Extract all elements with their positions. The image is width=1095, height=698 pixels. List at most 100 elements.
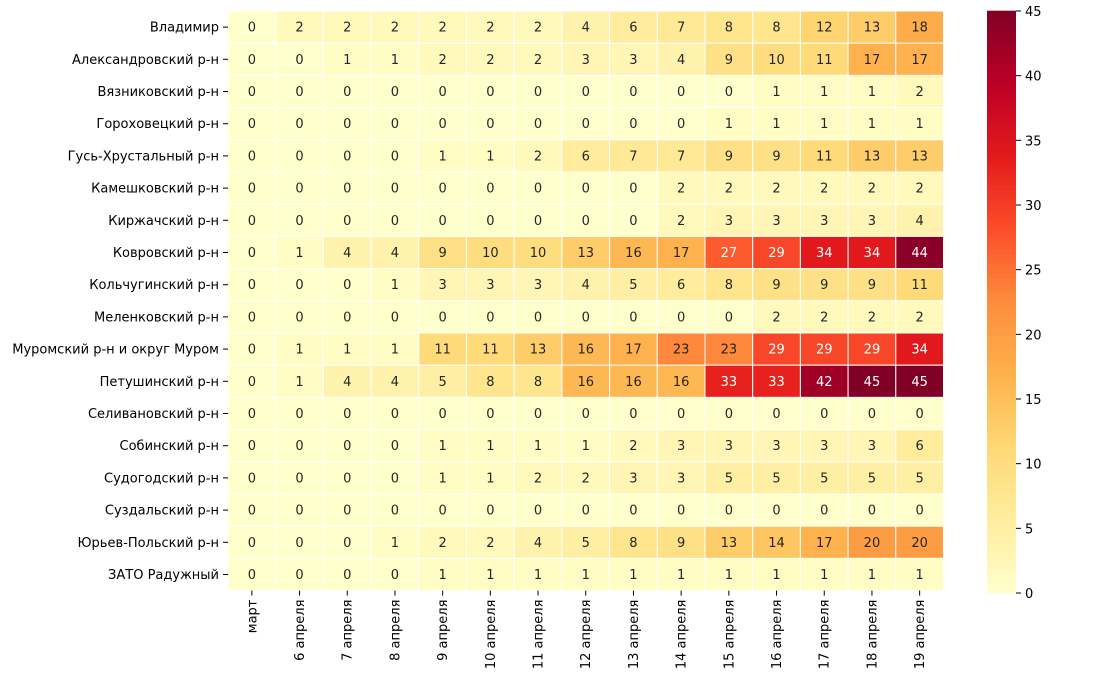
colorbar-segment bbox=[987, 131, 1016, 138]
cell-value-label: 0 bbox=[343, 182, 351, 197]
heatmap-cell bbox=[609, 268, 658, 302]
heatmap-cell bbox=[370, 461, 420, 495]
colorbar-segment bbox=[987, 102, 1016, 109]
y-tick-label: Суздальский р-н bbox=[105, 504, 219, 519]
cell-value-label: 33 bbox=[768, 375, 785, 390]
colorbar-segment bbox=[987, 321, 1016, 327]
heatmap-cell bbox=[752, 332, 801, 366]
cell-value-label: 1 bbox=[391, 536, 399, 551]
x-tick-label: 6 апреля bbox=[293, 600, 308, 661]
cell-value-label: 1 bbox=[868, 568, 876, 583]
colorbar-segment bbox=[987, 350, 1016, 356]
cell-value-label: 7 bbox=[677, 149, 685, 164]
cell-value-label: 3 bbox=[820, 439, 828, 454]
cell-value-label: 3 bbox=[677, 471, 685, 486]
cell-value-label: 0 bbox=[486, 182, 494, 197]
cell-value-label: 0 bbox=[343, 568, 351, 583]
cell-value-label: 0 bbox=[391, 504, 399, 519]
cell-value-label: 27 bbox=[721, 246, 738, 261]
heatmap-cell bbox=[609, 461, 658, 495]
cell-value-label: 1 bbox=[391, 343, 399, 358]
cell-value-label: 0 bbox=[534, 407, 542, 422]
heatmap-cell bbox=[847, 493, 897, 527]
cell-value-label: 1 bbox=[772, 85, 780, 100]
cell-value-label: 0 bbox=[486, 85, 494, 100]
y-tick-label: Судогодский р-н bbox=[104, 471, 219, 486]
x-tick-label: 9 апреля bbox=[436, 600, 451, 661]
heatmap-cell bbox=[466, 10, 515, 44]
cell-value-label: 0 bbox=[391, 85, 399, 100]
cell-value-label: 0 bbox=[248, 568, 256, 583]
cell-value-label: 1 bbox=[820, 117, 828, 132]
cell-value-label: 1 bbox=[391, 278, 399, 293]
cell-value-label: 1 bbox=[534, 439, 542, 454]
cell-value-label: 4 bbox=[677, 53, 685, 68]
cell-value-label: 9 bbox=[725, 149, 733, 164]
cell-value-label: 13 bbox=[864, 149, 881, 164]
heatmap-cell bbox=[513, 42, 563, 76]
colorbar-segment bbox=[987, 296, 1016, 303]
cell-value-label: 4 bbox=[534, 536, 542, 551]
colorbar-segment bbox=[987, 287, 1016, 293]
heatmap-cell bbox=[656, 107, 706, 141]
cell-value-label: 1 bbox=[725, 568, 733, 583]
colorbar-segment bbox=[987, 534, 1016, 540]
cell-value-label: 0 bbox=[486, 214, 494, 229]
cell-value-label: 0 bbox=[248, 214, 256, 229]
heatmap-cell bbox=[275, 10, 324, 44]
cell-value-label: 0 bbox=[582, 214, 590, 229]
heatmap-cell bbox=[752, 461, 801, 495]
cell-value-label: 0 bbox=[534, 504, 542, 519]
heatmap-cell bbox=[466, 268, 515, 302]
cell-value-label: 1 bbox=[534, 568, 542, 583]
heatmap-cell bbox=[704, 429, 754, 463]
x-tick-label: 14 апреля bbox=[675, 600, 690, 670]
heatmap-cell bbox=[704, 364, 754, 398]
cell-value-label: 3 bbox=[582, 53, 590, 68]
cell-value-label: 2 bbox=[534, 53, 542, 68]
colorbar-segment bbox=[987, 30, 1016, 36]
heatmap-cell bbox=[895, 429, 944, 463]
cell-value-label: 0 bbox=[343, 407, 351, 422]
colorbar-segment bbox=[987, 510, 1016, 516]
cell-value-label: 45 bbox=[911, 375, 928, 390]
colorbar-segment bbox=[987, 495, 1016, 502]
colorbar-segment bbox=[987, 44, 1016, 51]
heatmap-cell bbox=[656, 10, 706, 44]
heatmap-cell bbox=[704, 268, 754, 302]
cell-value-label: 0 bbox=[248, 117, 256, 132]
heatmap-cell bbox=[847, 10, 897, 44]
colorbar-segment bbox=[987, 68, 1016, 75]
cell-value-label: 0 bbox=[343, 439, 351, 454]
heatmap-cell bbox=[847, 300, 897, 334]
heatmap-cell bbox=[418, 557, 467, 592]
cell-value-label: 3 bbox=[677, 439, 685, 454]
cell-value-label: 1 bbox=[343, 53, 351, 68]
heatmap-cell bbox=[752, 493, 801, 527]
cell-value-label: 0 bbox=[486, 504, 494, 519]
colorbar-segment bbox=[987, 238, 1016, 245]
x-tick-label: 7 апреля bbox=[341, 600, 356, 661]
heatmap-cell bbox=[466, 139, 515, 173]
colorbar-segment bbox=[987, 384, 1016, 390]
colorbar-segment bbox=[987, 209, 1016, 215]
cell-value-label: 1 bbox=[772, 568, 780, 583]
y-tick-label: Муромский р-н и округ Муром bbox=[12, 343, 219, 358]
heatmap-cell bbox=[227, 557, 277, 592]
colorbar-segment bbox=[987, 180, 1016, 186]
colorbar-segment bbox=[987, 422, 1016, 429]
cell-value-label: 0 bbox=[248, 536, 256, 551]
heatmap-cell bbox=[609, 139, 658, 173]
colorbar-segment bbox=[987, 73, 1016, 80]
colorbar-segment bbox=[987, 500, 1016, 506]
x-tick-label: 10 апреля bbox=[484, 600, 499, 670]
heatmap-cell bbox=[895, 203, 944, 237]
cell-value-label: 9 bbox=[439, 246, 447, 261]
cell-value-label: 0 bbox=[629, 407, 637, 422]
colorbar-segment bbox=[987, 544, 1016, 550]
heatmap-cell bbox=[561, 364, 611, 398]
heatmap-cell bbox=[370, 493, 420, 527]
cell-value-label: 0 bbox=[343, 536, 351, 551]
heatmap-cell bbox=[227, 203, 277, 237]
cell-value-label: 0 bbox=[295, 117, 303, 132]
